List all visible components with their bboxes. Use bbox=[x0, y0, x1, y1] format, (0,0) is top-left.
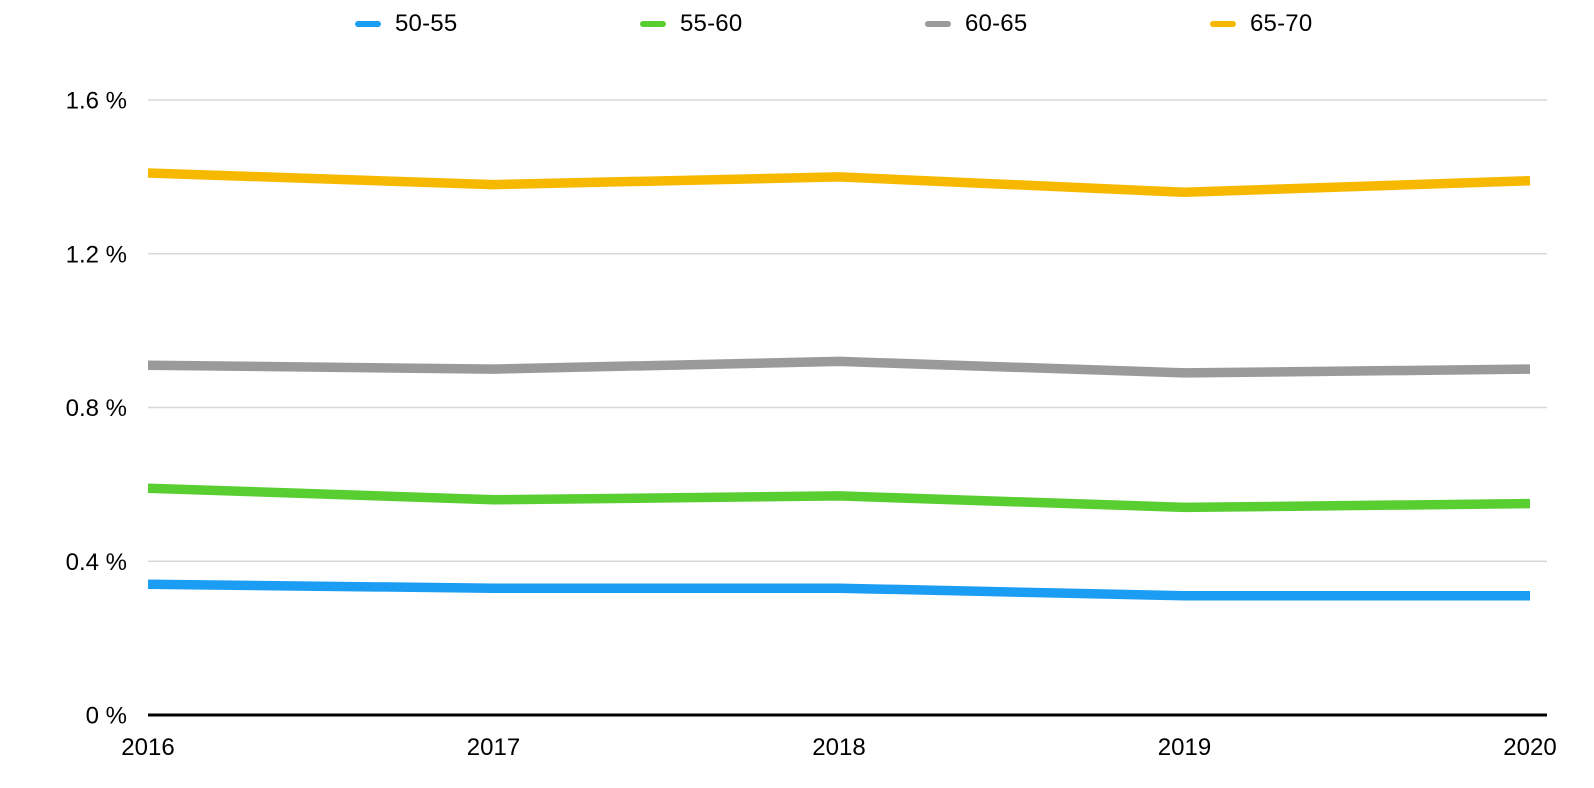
y-axis-tick-label: 1.2 % bbox=[66, 241, 127, 268]
series-line-55-60 bbox=[147, 483, 1531, 513]
series-line-65-70 bbox=[147, 168, 1531, 198]
y-axis-tick-label: 1.6 % bbox=[66, 88, 127, 115]
x-axis-tick-label: 2018 bbox=[812, 734, 865, 761]
x-axis-tick-label: 2020 bbox=[1503, 734, 1556, 761]
series-line-50-55 bbox=[147, 579, 1530, 601]
series-line-60-65 bbox=[147, 356, 1531, 378]
x-axis-tick-label: 2016 bbox=[121, 734, 174, 761]
x-axis-tick-label: 2019 bbox=[1158, 734, 1211, 761]
y-axis-tick-label: 0.4 % bbox=[66, 549, 127, 576]
y-axis-tick-label: 0 % bbox=[86, 703, 127, 730]
x-axis-tick-label: 2017 bbox=[467, 734, 520, 761]
y-axis-tick-label: 0.8 % bbox=[66, 395, 127, 422]
